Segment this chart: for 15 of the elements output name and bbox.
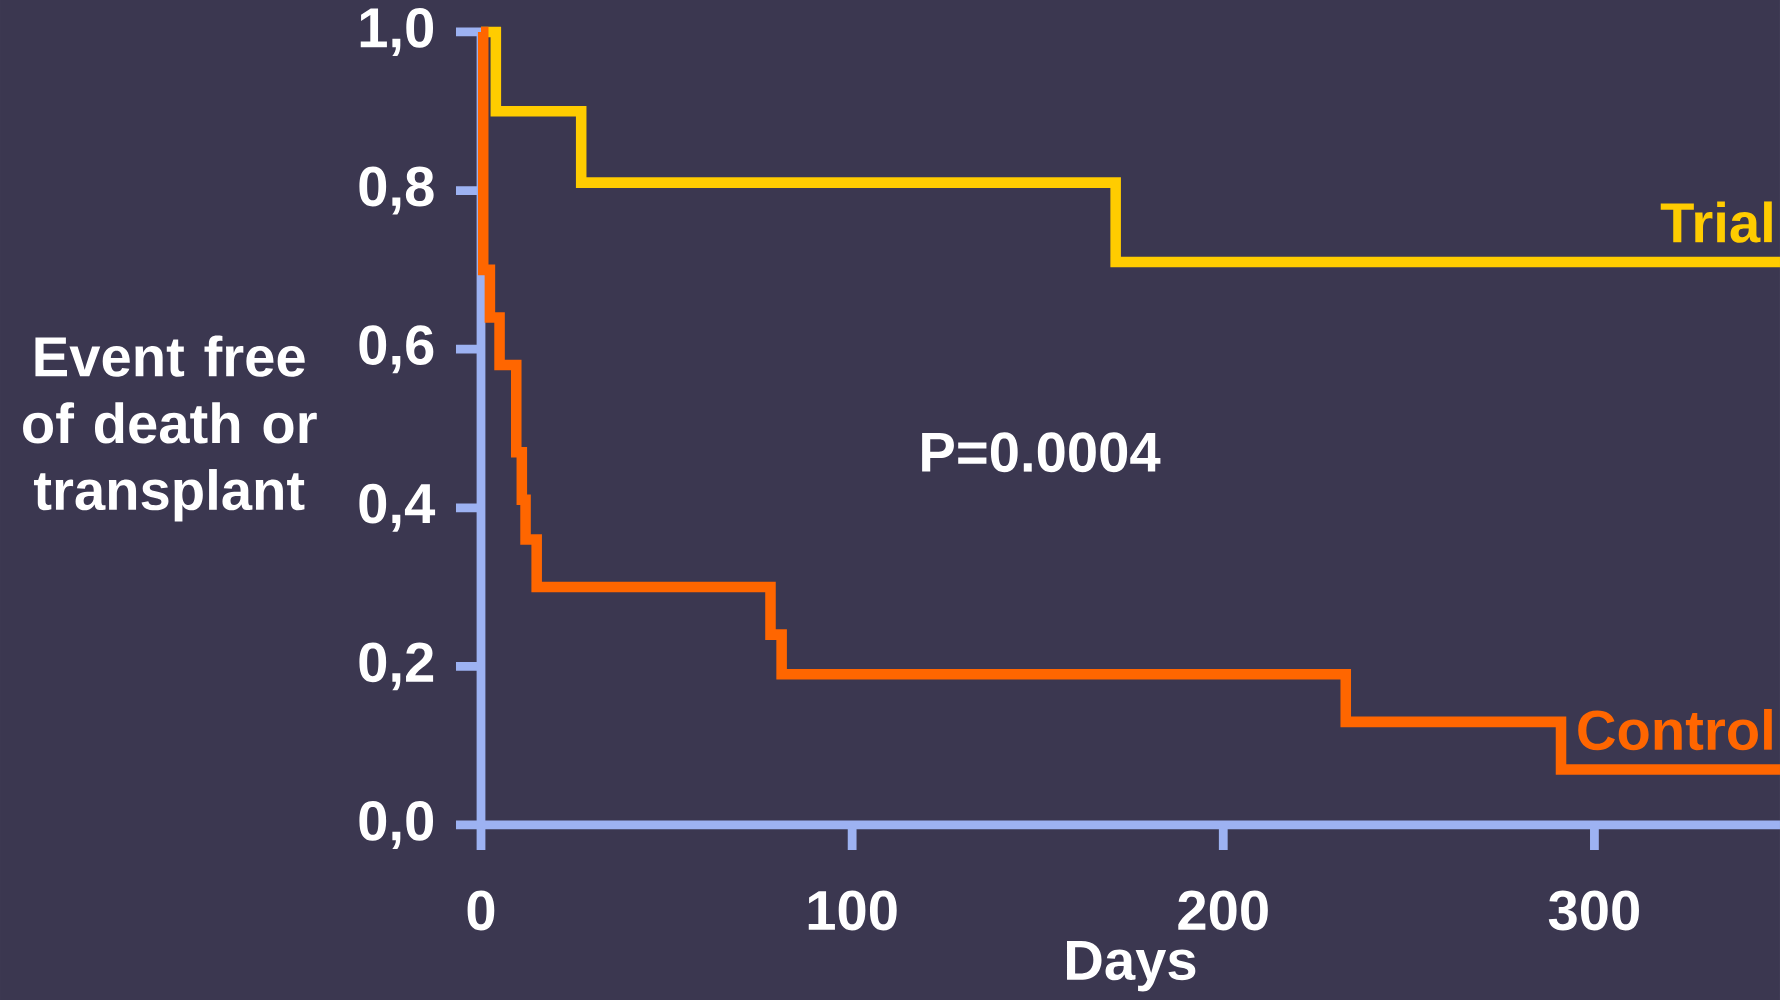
x-tick-label: 0 [467, 890, 495, 931]
y-tick-label: 0,6 [359, 325, 434, 374]
x-axis-title: Days [1067, 941, 1196, 992]
y-tick-label: 0,8 [359, 166, 434, 215]
y-tick-label: 0,4 [359, 483, 436, 532]
series-label: Control [1578, 708, 1772, 751]
x-tick-label: 300 [1548, 890, 1639, 931]
y-tick-label: 0,0 [359, 801, 434, 849]
y-tick-label: 1,0 [360, 8, 434, 56]
y-tick-label: 0,2 [359, 642, 434, 691]
series-label: Trial [1660, 201, 1772, 243]
x-tick-label: 200 [1178, 890, 1268, 931]
annotation: P=0.0004 [922, 432, 1161, 473]
y-axis-title: Event free of death or transplant [23, 335, 317, 522]
x-tick-label: 100 [808, 890, 897, 931]
